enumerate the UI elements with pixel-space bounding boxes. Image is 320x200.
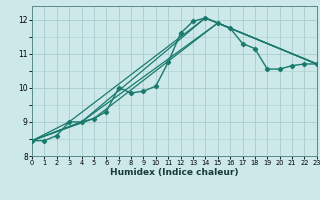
X-axis label: Humidex (Indice chaleur): Humidex (Indice chaleur) xyxy=(110,168,239,177)
